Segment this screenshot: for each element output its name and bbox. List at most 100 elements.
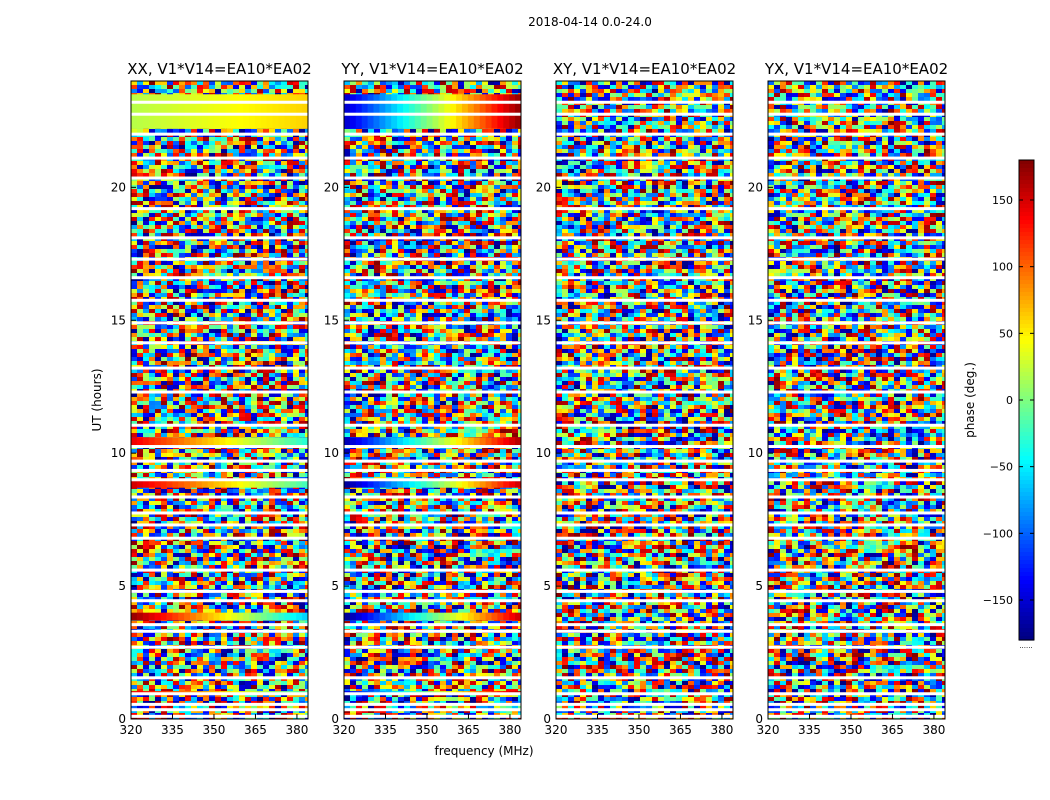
coherent-band-cell [266,612,274,621]
coherent-band-cell [272,612,279,621]
colorbar-segment [1019,288,1034,293]
coherent-band-cell [515,94,521,129]
coherent-band-cell [142,481,150,488]
colorbar-segment [1019,176,1034,181]
colorbar-segment [1019,308,1034,313]
flagged-gap [556,478,733,482]
flagged-gap [131,599,308,603]
x-tick-label: 380 [498,723,521,737]
coherent-band-cell [213,437,220,446]
colorbar-segment [1019,520,1034,525]
flagged-gap [344,708,521,712]
coherent-band-cell [178,612,185,621]
flagged-gap [131,390,308,394]
flagged-gap [556,692,733,696]
coherent-band-cell [397,94,404,129]
coherent-band-cell [509,94,516,129]
colorbar-segment [1019,492,1034,497]
y-tick-label: 5 [118,579,126,593]
coherent-band-cell [349,481,357,488]
flagged-gap [768,100,945,104]
colorbar-segment [1019,584,1034,589]
coherent-band-cell [172,612,179,621]
coherent-band-cell [349,437,357,446]
coherent-band-cell [290,437,297,446]
flagged-gap [768,676,945,680]
phase-heatmap [344,81,521,719]
flagged-gap [768,468,945,472]
coherent-band-cell [154,612,161,621]
flagged-gap [344,692,521,696]
coherent-band-cell [166,481,173,488]
coherent-band-cell [420,437,428,446]
colorbar-segment [1019,428,1034,433]
coherent-band-cell [355,437,363,446]
coherent-band-cell [467,94,475,129]
y-tick-label: 0 [543,712,551,726]
coherent-band-cell [373,94,380,129]
coherent-band-cell [515,612,521,621]
flagged-gap [344,341,521,345]
coherent-band-cell [249,94,256,129]
coherent-band-cell [408,612,416,621]
colorbar-segment [1019,256,1034,261]
colorbar-segment [1019,536,1034,541]
coherent-band-cell [438,94,445,129]
colorbar-segment [1019,564,1034,569]
panel-frame [555,80,734,720]
coherent-band-cell [201,437,209,446]
colorbar-segment [1019,364,1034,369]
y-tick-label: 0 [755,712,763,726]
colorbar-segment [1019,240,1034,245]
coherent-band-cell [184,481,191,488]
phase-heatmap [131,81,308,719]
x-tick-label: 320 [120,723,143,737]
coherent-band-cell [450,612,457,621]
coherent-band-cell [373,437,380,446]
coherent-band-cell [509,481,516,488]
flagged-gap [768,366,945,370]
coherent-band-cell [260,612,268,621]
coherent-band-cell [136,481,144,488]
flagged-gap [344,156,521,160]
flagged-gap [768,536,945,540]
flagged-gap [556,623,733,627]
coherent-band-cell [426,481,433,488]
coherent-band-cell [432,481,439,488]
coherent-band-cell [444,94,451,129]
colorbar: 150 100 50 0 −50 −100 −150 [983,159,1035,641]
colorbar-segment [1019,372,1034,377]
coherent-band-cell [467,612,475,621]
colorbar-segment [1019,604,1034,609]
flagged-gap [344,468,521,472]
coherent-band-cell [148,612,156,621]
coherent-band-cell [184,612,191,621]
coherent-band-cell [178,94,185,129]
x-tick-label: 320 [333,723,356,737]
colorbar-segment [1019,480,1034,485]
flagged-gap [768,692,945,696]
flagged-gap [556,702,733,706]
colorbar-segment [1019,292,1034,297]
coherent-band-cell [379,481,386,488]
flagged-gap [131,568,308,572]
colorbar-segment [1019,332,1034,337]
coherent-band-cell [438,481,445,488]
colorbar-segment [1019,568,1034,573]
coherent-band-cell [491,94,498,129]
flagged-gap [131,714,308,718]
y-tick-label: 10 [324,446,339,460]
colorbar-segment [1019,380,1034,385]
colorbar-segment [1019,580,1034,585]
x-tick-label: 335 [798,723,821,737]
coherent-band-cell [503,437,510,446]
y-tick-label: 20 [748,180,763,194]
coherent-band-cell [497,612,504,621]
coherent-band-cell [172,437,179,446]
colorbar-segment [1019,188,1034,193]
colorbar-segment [1019,496,1034,501]
panel-title: YY, V1*V14=EA10*EA02 [340,60,523,78]
flagged-gap [131,366,308,370]
y-tick-label: 5 [755,579,763,593]
coherent-band-cell [462,437,469,446]
